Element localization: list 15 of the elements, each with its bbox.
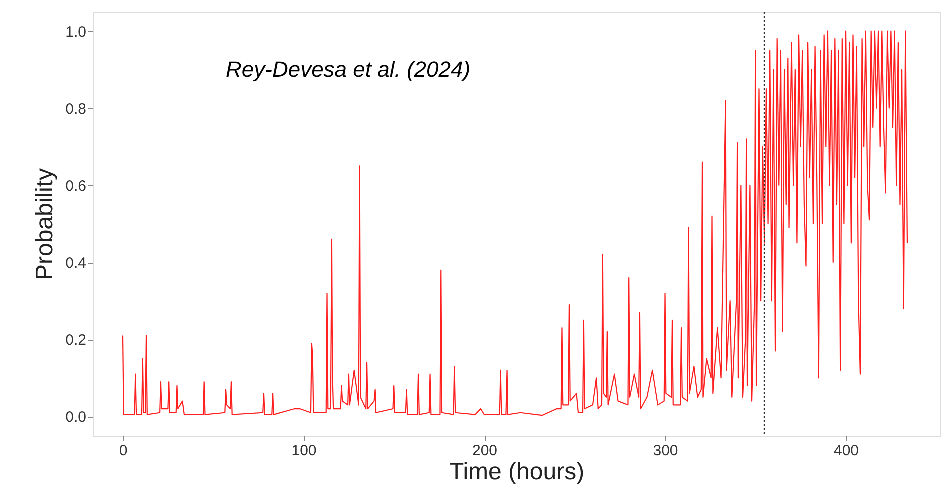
y-tick-label: 1.0 (66, 24, 86, 41)
x-tick-label: 400 (834, 442, 860, 460)
y-tick-label: 0.4 (66, 255, 86, 272)
y-tick-label: 0.2 (66, 332, 86, 350)
x-tick-label: 0 (119, 442, 128, 460)
x-tick-label: 300 (653, 442, 678, 460)
line-series (122, 30, 908, 416)
y-tick-label: 0.0 (66, 409, 86, 426)
x-tick-label: 100 (292, 442, 317, 460)
y-tick-label: 0.6 (66, 178, 86, 195)
x-axis-title: Time (hours) (449, 458, 585, 486)
y-tick-label: 0.8 (66, 100, 86, 118)
x-tick-label: 200 (472, 442, 498, 460)
y-axis-title: Probability (32, 168, 59, 281)
annotation: Rey-Devesa et al. (2024) (226, 57, 471, 82)
